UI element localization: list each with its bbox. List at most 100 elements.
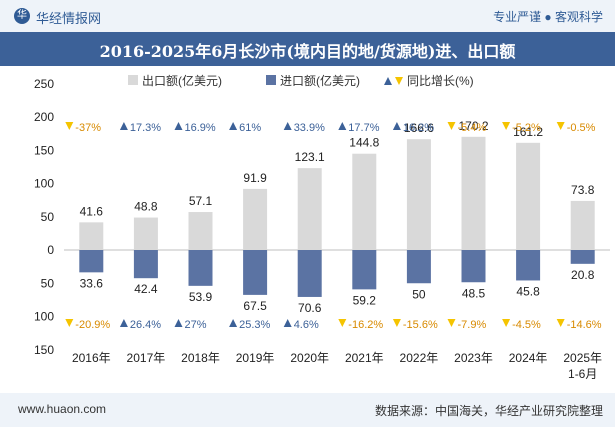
import-yoy-label: -14.6% bbox=[567, 319, 602, 331]
import-bar bbox=[352, 250, 377, 290]
import-value-label: 53.9 bbox=[189, 290, 213, 304]
legend-label-1: 进口额(亿美元) bbox=[280, 73, 360, 88]
y-tick-label: 0 bbox=[47, 243, 54, 257]
footer: www.huaon.com 数据来源：中国海关，华经产业研究院整理 bbox=[0, 393, 615, 427]
export-down-triangle-icon bbox=[556, 122, 565, 130]
data-source: 数据来源：中国海关，华经产业研究院整理 bbox=[374, 404, 603, 418]
export-up-triangle-icon bbox=[392, 122, 401, 130]
export-value-label: 41.6 bbox=[80, 204, 104, 218]
legend: 出口额(亿美元) 进口额(亿美元) 同比增长(%) bbox=[128, 73, 474, 88]
import-value-label: 45.8 bbox=[516, 284, 540, 298]
x-tick-label: 1-6月 bbox=[568, 367, 597, 381]
export-value-label: 170.2 bbox=[458, 119, 488, 133]
export-bar bbox=[188, 212, 213, 250]
import-bar bbox=[243, 250, 268, 295]
import-yoy-label: -20.9% bbox=[75, 319, 110, 331]
chart-title: 2016-2025年6月长沙市(境内目的地/货源地)进、出口额 bbox=[99, 42, 516, 61]
brand-name: 华经情报网 bbox=[36, 11, 102, 26]
export-up-triangle-icon bbox=[119, 122, 128, 130]
legend-up-triangle-icon bbox=[384, 77, 392, 85]
export-bar bbox=[570, 200, 595, 250]
import-bar bbox=[406, 250, 431, 284]
import-bar bbox=[570, 250, 595, 264]
import-up-triangle-icon bbox=[119, 319, 128, 327]
import-up-triangle-icon bbox=[229, 319, 238, 327]
import-yoy-label: -15.6% bbox=[403, 319, 438, 331]
export-yoy-label: -5.2% bbox=[512, 122, 541, 134]
import-down-triangle-icon bbox=[65, 319, 74, 327]
y-tick-label: 250 bbox=[34, 77, 54, 91]
yoy-row: -37% 17.3% 16.9% 61% 33.9% 17.7% 16.2% -5.4% -5.… bbox=[65, 122, 602, 331]
import-yoy-label: -4.5% bbox=[512, 319, 541, 331]
import-yoy-label: 4.6% bbox=[294, 319, 319, 331]
export-down-triangle-icon bbox=[65, 122, 74, 130]
y-tick-label: 200 bbox=[34, 110, 54, 124]
x-tick-label: 2020年 bbox=[290, 351, 329, 365]
x-tick-label: 2025年 bbox=[563, 351, 602, 365]
x-tick-label: 2023年 bbox=[454, 351, 493, 365]
export-bar bbox=[243, 188, 268, 250]
y-tick-label: 50 bbox=[41, 276, 55, 290]
export-value-label: 123.1 bbox=[295, 150, 325, 164]
export-yoy-label: -5.4% bbox=[458, 122, 487, 134]
export-up-triangle-icon bbox=[283, 122, 292, 130]
y-tick-label: 100 bbox=[34, 310, 54, 324]
import-yoy-label: 27% bbox=[185, 319, 207, 331]
export-yoy-label: 17.3% bbox=[130, 122, 161, 134]
import-value-label: 59.2 bbox=[353, 293, 377, 307]
import-bar bbox=[133, 250, 158, 279]
import-down-triangle-icon bbox=[447, 319, 456, 327]
export-bar bbox=[133, 217, 158, 250]
tagline: 专业严谨 ● 客观科学 bbox=[493, 10, 603, 24]
export-yoy-label: -0.5% bbox=[567, 122, 596, 134]
import-down-triangle-icon bbox=[338, 319, 347, 327]
export-yoy-label: 17.7% bbox=[348, 122, 379, 134]
x-tick-label: 2016年 bbox=[72, 351, 111, 365]
legend-swatch-0 bbox=[128, 75, 138, 85]
legend-label-2: 同比增长(%) bbox=[407, 74, 474, 88]
x-tick-label: 2017年 bbox=[127, 351, 166, 365]
export-down-triangle-icon bbox=[447, 122, 456, 130]
import-value-label: 67.5 bbox=[243, 299, 267, 313]
export-yoy-label: -37% bbox=[75, 122, 101, 134]
export-value-label: 166.6 bbox=[404, 121, 434, 135]
import-up-triangle-icon bbox=[283, 319, 292, 327]
export-down-triangle-icon bbox=[502, 122, 511, 130]
export-bar bbox=[297, 168, 322, 250]
legend-label-0: 出口额(亿美元) bbox=[142, 73, 222, 88]
import-bar bbox=[516, 250, 541, 281]
top-bar: 华 华经情报网 专业严谨 ● 客观科学 bbox=[0, 0, 615, 32]
import-bar bbox=[297, 250, 322, 297]
legend-down-triangle-icon bbox=[395, 77, 403, 85]
export-up-triangle-icon bbox=[174, 122, 183, 130]
export-value-label: 161.2 bbox=[513, 125, 543, 139]
bars bbox=[64, 136, 610, 297]
import-value-label: 42.4 bbox=[134, 282, 158, 296]
y-tick-label: 50 bbox=[41, 210, 55, 224]
x-tick-label: 2022年 bbox=[400, 351, 439, 365]
value-labels: 41.6 33.6 48.8 42.4 57.1 53.9 91.9 67.5 123.1 70.… bbox=[80, 119, 595, 315]
y-tick-label: 100 bbox=[34, 177, 54, 191]
export-value-label: 57.1 bbox=[189, 194, 213, 208]
title-bar: 2016-2025年6月长沙市(境内目的地/货源地)进、出口额 bbox=[0, 32, 615, 66]
x-tick-label: 2024年 bbox=[509, 351, 548, 365]
y-axis-ticks: 250 200 150 100 50 0 50 100 150 bbox=[34, 77, 54, 357]
logo-icon: 华 bbox=[14, 8, 30, 24]
export-value-label: 73.8 bbox=[571, 183, 595, 197]
import-value-label: 50 bbox=[412, 287, 426, 301]
export-up-triangle-icon bbox=[229, 122, 238, 130]
export-bar bbox=[406, 139, 431, 250]
import-value-label: 20.8 bbox=[571, 268, 595, 282]
chart-area: 出口额(亿美元) 进口额(亿美元) 同比增长(%) 250 200 150 100 50 0 5… bbox=[34, 73, 610, 381]
x-tick-label: 2021年 bbox=[345, 351, 384, 365]
import-bar bbox=[188, 250, 213, 286]
export-bar bbox=[516, 142, 541, 250]
export-bar bbox=[352, 153, 377, 250]
export-bar bbox=[461, 136, 486, 250]
export-value-label: 144.8 bbox=[349, 136, 379, 150]
import-yoy-label: 26.4% bbox=[130, 319, 161, 331]
import-bar bbox=[461, 250, 486, 283]
export-up-triangle-icon bbox=[338, 122, 347, 130]
import-down-triangle-icon bbox=[502, 319, 511, 327]
